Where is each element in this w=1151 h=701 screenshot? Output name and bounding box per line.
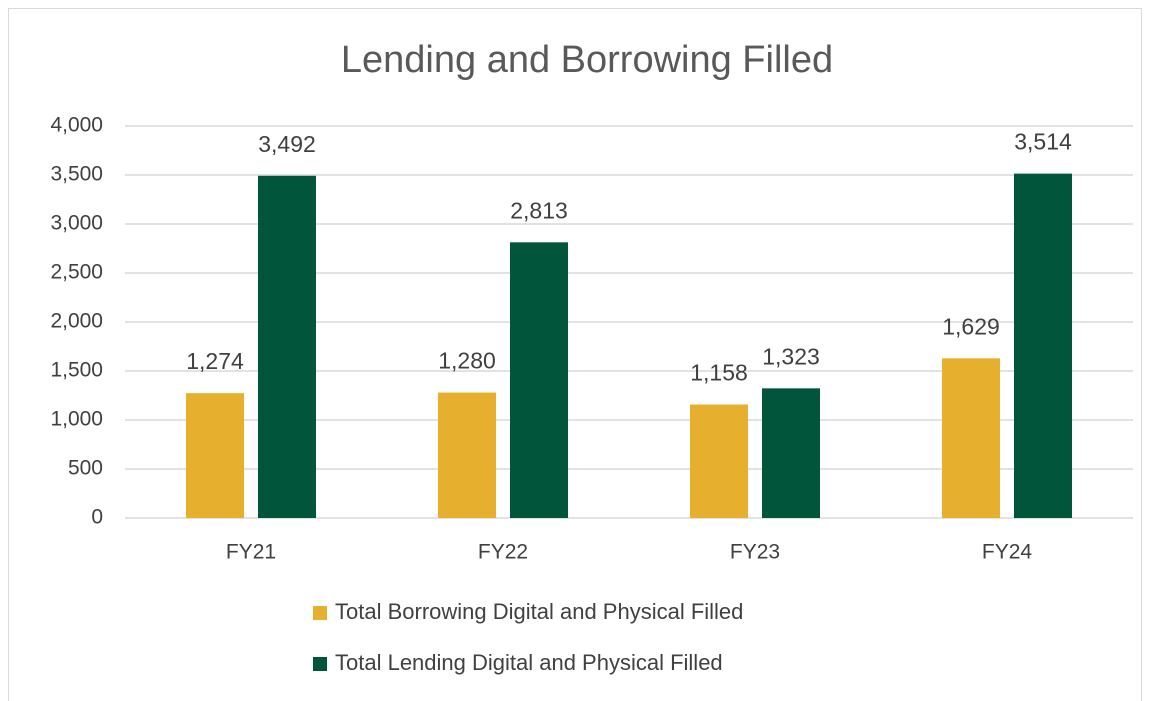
y-tick-label: 1,500 bbox=[50, 359, 103, 382]
x-tick-label: FY22 bbox=[478, 541, 528, 564]
y-tick-label: 3,000 bbox=[50, 212, 103, 235]
chart-title: Lending and Borrowing Filled bbox=[341, 39, 833, 81]
data-label: 1,158 bbox=[690, 360, 748, 386]
x-tick-label: FY23 bbox=[730, 541, 780, 564]
bar bbox=[762, 388, 820, 518]
bar bbox=[438, 392, 496, 518]
data-label: 1,280 bbox=[438, 348, 496, 374]
chart-frame bbox=[8, 8, 1142, 701]
data-label: 1,323 bbox=[762, 343, 820, 369]
data-label: 1,629 bbox=[942, 313, 1000, 339]
y-tick-label: 2,500 bbox=[50, 261, 103, 284]
bar bbox=[510, 242, 568, 519]
bar bbox=[258, 175, 316, 518]
data-label: 3,492 bbox=[258, 131, 316, 157]
y-tick-label: 2,000 bbox=[50, 310, 103, 333]
bar bbox=[690, 404, 748, 518]
y-tick-label: 3,500 bbox=[50, 163, 103, 186]
data-label: 3,514 bbox=[1014, 129, 1072, 155]
legend-swatch bbox=[313, 657, 327, 671]
bar bbox=[186, 393, 244, 518]
legend-label: Total Lending Digital and Physical Fille… bbox=[335, 650, 723, 675]
data-label: 2,813 bbox=[510, 197, 568, 223]
legend-swatch bbox=[313, 606, 327, 620]
bar bbox=[942, 358, 1000, 518]
data-label: 1,274 bbox=[186, 348, 244, 374]
x-tick-label: FY24 bbox=[982, 541, 1033, 564]
y-tick-label: 1,000 bbox=[50, 408, 103, 431]
x-tick-label: FY21 bbox=[226, 541, 276, 564]
y-tick-label: 0 bbox=[91, 506, 103, 529]
legend-label: Total Borrowing Digital and Physical Fil… bbox=[335, 599, 743, 624]
bar bbox=[1014, 173, 1072, 519]
y-tick-label: 4,000 bbox=[50, 114, 103, 137]
y-tick-label: 500 bbox=[68, 457, 103, 480]
